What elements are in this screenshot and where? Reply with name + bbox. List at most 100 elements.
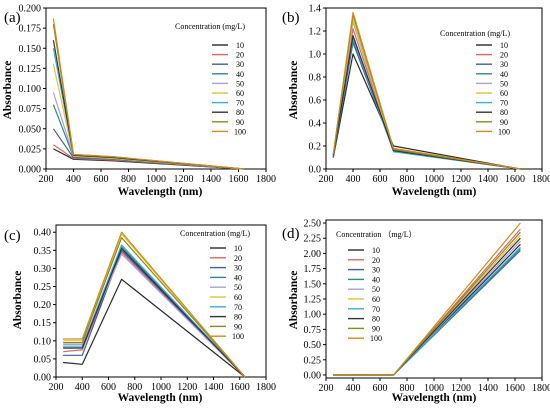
- y-tick-label: 0.6: [309, 96, 322, 107]
- legend-label-80: 80: [500, 108, 508, 117]
- x-tick-label: 1000: [151, 382, 171, 393]
- y-tick-label: 1.00: [304, 310, 322, 321]
- y-tick-label: 0.50: [304, 340, 322, 351]
- y-tick-label: 0.200: [19, 4, 42, 15]
- legend-label-10: 10: [234, 244, 242, 253]
- legend-label-100: 100: [232, 332, 244, 341]
- legend-label-10: 10: [500, 41, 508, 50]
- legend-label-100: 100: [370, 334, 382, 343]
- series-line-80: [333, 237, 521, 376]
- x-tick-label: 600: [373, 383, 388, 394]
- legend-label-40: 40: [236, 70, 244, 79]
- x-tick-label: 1800: [532, 174, 550, 185]
- legend-label-20: 20: [236, 51, 244, 60]
- legend-label-10: 10: [236, 41, 244, 50]
- legend-label-40: 40: [234, 273, 242, 282]
- legend-label-50: 50: [500, 79, 508, 88]
- y-tick-label: 0.40: [34, 228, 52, 239]
- x-axis-label: Wavelength (nm): [118, 186, 203, 198]
- x-tick-label: 400: [75, 382, 90, 393]
- legend-label-60: 60: [236, 89, 244, 98]
- series-line-40: [333, 248, 521, 376]
- series-line-90: [63, 237, 246, 378]
- legend-label-50: 50: [234, 283, 242, 292]
- x-tick-label: 1200: [451, 174, 471, 185]
- y-tick-label: 0.00: [34, 373, 52, 384]
- legend-label-90: 90: [236, 118, 244, 127]
- x-tick-label: 1400: [204, 382, 224, 393]
- panel-letter: (a): [4, 10, 21, 26]
- series-line-100: [332, 12, 521, 170]
- x-tick-label: 1600: [505, 174, 525, 185]
- x-tick-label: 800: [400, 174, 415, 185]
- x-tick-label: 200: [319, 383, 334, 394]
- legend-label-60: 60: [372, 295, 380, 304]
- y-tick-label: 0.100: [19, 84, 42, 95]
- x-tick-label: 1400: [478, 174, 498, 185]
- legend-label-90: 90: [500, 118, 508, 127]
- x-axis-label: Wavelength (nm): [392, 186, 477, 198]
- legend-title: Concentration (mg/L): [440, 29, 510, 38]
- series-line-10: [332, 53, 521, 170]
- series-line-90: [52, 24, 245, 170]
- y-tick-label: 0.8: [309, 73, 322, 84]
- chart-panel-1: 200 400 600 800 1000 1200 1400 1600 1800 0.000 0.0…: [2, 4, 276, 199]
- y-tick-label: 0.25: [304, 355, 322, 366]
- x-tick-label: 1400: [478, 383, 498, 394]
- panel-letter: (d): [282, 226, 300, 242]
- series-line-100: [333, 222, 521, 376]
- series-line-80: [52, 40, 245, 170]
- series-line-40: [63, 246, 246, 378]
- x-tick-label: 800: [400, 383, 415, 394]
- series-line-100: [52, 18, 245, 170]
- panel-letter: (c): [4, 228, 21, 244]
- legend-label-10: 10: [372, 246, 380, 255]
- y-tick-label: 0.125: [19, 64, 42, 75]
- x-tick-label: 200: [49, 382, 64, 393]
- x-tick-label: 400: [66, 174, 81, 185]
- y-tick-label: 0.75: [304, 325, 322, 336]
- series-line-70: [52, 48, 245, 170]
- y-tick-label: 0.35: [34, 246, 52, 257]
- x-tick-label: 600: [94, 174, 109, 185]
- y-tick-label: 1.4: [309, 4, 322, 15]
- x-tick-label: 1600: [229, 174, 249, 185]
- y-tick-label: 1.2: [309, 27, 322, 38]
- y-tick-label: 0.00: [304, 370, 322, 381]
- y-tick-label: 0.175: [19, 24, 42, 35]
- series-line-10: [63, 278, 246, 378]
- x-tick-label: 1800: [532, 383, 550, 394]
- y-tick-label: 0.15: [34, 318, 52, 329]
- panel-letter: (b): [282, 10, 300, 26]
- x-tick-label: 1800: [256, 174, 276, 185]
- legend-label-90: 90: [234, 322, 242, 331]
- x-tick-label: 400: [346, 174, 361, 185]
- y-tick-label: 1.75: [304, 264, 322, 275]
- y-tick-label: 1.25: [304, 295, 322, 306]
- x-tick-label: 400: [346, 383, 361, 394]
- x-tick-label: 1000: [146, 174, 166, 185]
- y-axis-label: Absorbance: [2, 61, 14, 120]
- y-tick-label: 2.25: [304, 234, 322, 245]
- x-tick-label: 1600: [230, 382, 250, 393]
- x-tick-label: 600: [373, 174, 388, 185]
- legend-title: Concentration （mg/L）: [336, 230, 417, 239]
- chart-panel-3: 200 400 600 800 1000 1200 1400 1600 1800 0.00 0.05…: [4, 224, 276, 404]
- legend-label-40: 40: [372, 275, 380, 284]
- legend-label-40: 40: [500, 70, 508, 79]
- legend-label-60: 60: [234, 293, 242, 302]
- x-tick-label: 1000: [424, 383, 444, 394]
- series-line-90: [333, 231, 521, 376]
- x-tick-label: 1800: [256, 382, 276, 393]
- x-tick-label: 600: [101, 382, 116, 393]
- y-tick-label: 2.50: [304, 219, 322, 230]
- legend-title: Concentration (mg/L): [180, 229, 250, 238]
- legend-label-30: 30: [372, 266, 380, 275]
- legend-label-70: 70: [500, 99, 508, 108]
- legend-label-100: 100: [234, 127, 246, 136]
- x-tick-label: 800: [121, 174, 136, 185]
- x-axis-label: Wavelength (nm): [118, 392, 203, 404]
- series-line-90: [332, 14, 521, 170]
- series-line-60: [52, 64, 245, 170]
